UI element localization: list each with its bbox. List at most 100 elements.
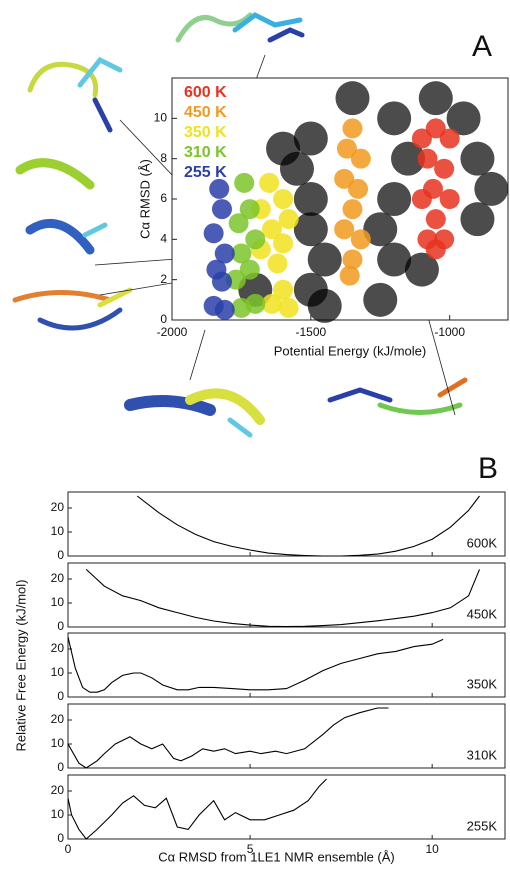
y-tick-label: 20 [51, 571, 65, 585]
x-tick-label: -2000 [157, 325, 188, 339]
scatter-point [446, 101, 481, 136]
x-tick-label: 5 [247, 842, 254, 856]
y-tick-label: 0 [57, 619, 64, 633]
y-tick-label: 0 [57, 689, 64, 703]
scatter-point [307, 288, 342, 323]
scatter-point [418, 81, 453, 116]
y-axis-label: Relative Free Energy (kJ/mol) [13, 580, 28, 752]
scatter-point [425, 118, 446, 139]
scatter-point [342, 249, 363, 270]
scatter-point [460, 141, 495, 176]
scatter-point [261, 219, 282, 240]
subplot-frame [67, 703, 506, 769]
y-tick-label: 0 [57, 831, 64, 845]
scatter-point [350, 229, 371, 250]
y-tick-label: 6 [160, 191, 167, 205]
scatter-point [460, 202, 495, 237]
legend-entry: 255 K [184, 164, 227, 181]
y-tick-label: 10 [51, 665, 65, 679]
x-tick-label: 0 [65, 842, 72, 856]
subplot-frame [67, 632, 506, 698]
scatter-point [203, 223, 224, 244]
panel-temperature: 450K [467, 606, 498, 621]
y-tick-label: 10 [154, 111, 168, 125]
y-tick-label: 10 [51, 595, 65, 609]
scatter-point [425, 209, 446, 230]
scatter-point [239, 199, 260, 220]
legend-entry: 310 K [184, 144, 227, 161]
scatter-point [273, 279, 294, 300]
scatter-points [203, 81, 509, 323]
scatter-point [417, 148, 438, 169]
free-energy-curve [136, 495, 480, 557]
molecule-sketches [12, 12, 468, 438]
x-tick-label: 10 [425, 842, 439, 856]
scatter-point [211, 199, 232, 220]
y-tick-label: 20 [51, 641, 65, 655]
y-tick-label: 0 [57, 548, 64, 562]
scatter-point [342, 199, 363, 220]
scatter-point [273, 233, 294, 254]
scatter-point [278, 209, 299, 230]
panel-temperature: 255K [467, 818, 498, 833]
y-tick-label: 20 [51, 712, 65, 726]
scatter-point [334, 219, 355, 240]
subplot-frame [67, 562, 506, 628]
x-tick-label: -1000 [434, 325, 465, 339]
scatter-point [363, 212, 398, 247]
panel-temperature: 350K [467, 676, 498, 691]
scatter-point [278, 297, 299, 318]
scatter-point [261, 293, 282, 314]
scatter-point [350, 148, 371, 169]
scatter-point [342, 118, 363, 139]
scatter-point [307, 242, 342, 277]
scatter-point [293, 182, 328, 216]
scatter-point [267, 253, 288, 274]
y-axis-label: Cα RMSD (Å) [137, 159, 152, 239]
y-tick-label: 0 [57, 760, 64, 774]
scatter-point [214, 299, 235, 320]
y-tick-label: 8 [160, 151, 167, 165]
scatter-point [245, 229, 266, 250]
scatter-point [334, 168, 355, 189]
scatter-point [377, 101, 412, 136]
scatter-point [209, 178, 230, 199]
subplot-frame [67, 491, 506, 557]
scatter-point [391, 141, 426, 176]
scatter-point [259, 172, 280, 193]
scatter-point [411, 128, 432, 149]
subplot-frame [67, 774, 506, 840]
y-tick-label: 0 [160, 312, 167, 326]
panel-label: A [472, 30, 492, 63]
x-axis-label: Potential Energy (kJ/mole) [274, 343, 426, 358]
panel-temperature: 310K [467, 747, 498, 762]
scatter-point [363, 282, 398, 317]
scatter-point [425, 239, 446, 260]
free-energy-curve [67, 636, 444, 693]
scatter-point [231, 243, 252, 264]
scatter-point [348, 178, 369, 199]
scatter-point [439, 189, 460, 209]
y-tick-label: 10 [51, 736, 65, 750]
scatter-point [336, 138, 357, 159]
y-tick-label: 2 [160, 272, 167, 286]
y-tick-label: 20 [51, 500, 65, 514]
x-axis-label: Cα RMSD from 1LE1 NMR ensemble (Å) [158, 849, 395, 864]
scatter-point [339, 265, 360, 286]
scatter-point [211, 271, 232, 292]
scatter-point [404, 252, 439, 287]
scatter-point [434, 158, 455, 179]
scatter-point [377, 242, 412, 277]
scatter-point [293, 212, 328, 247]
scatter-point [411, 189, 432, 209]
panel-label: B [478, 452, 498, 485]
legend-entry: 450 K [184, 104, 227, 121]
panel-temperature: 600K [467, 535, 498, 550]
scatter-point [239, 259, 260, 280]
x-tick-label: -1500 [295, 325, 326, 339]
scatter-point [439, 128, 460, 149]
free-energy-curve [67, 707, 389, 769]
free-energy-curve [85, 568, 481, 628]
scatter-point [377, 182, 412, 216]
